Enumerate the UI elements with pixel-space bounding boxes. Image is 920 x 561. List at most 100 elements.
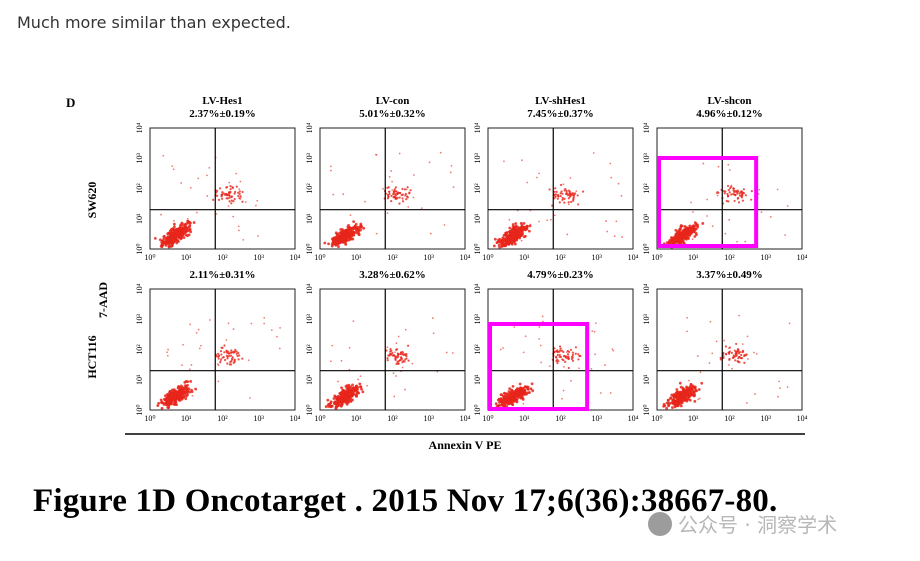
data-point <box>172 234 176 237</box>
data-point <box>406 186 409 189</box>
data-point <box>332 400 335 403</box>
data-point <box>270 329 273 332</box>
data-point <box>726 192 729 196</box>
data-point <box>223 344 226 347</box>
data-point <box>340 227 344 231</box>
data-point <box>153 236 157 240</box>
data-point <box>724 352 728 356</box>
quadrant-percentage: 4.79%±0.23% <box>527 269 594 281</box>
data-point <box>354 226 358 230</box>
data-point <box>689 226 691 229</box>
data-point <box>329 404 333 408</box>
data-point <box>724 345 728 348</box>
data-point <box>752 351 755 354</box>
data-point <box>391 180 394 183</box>
data-point <box>232 361 235 365</box>
data-point <box>673 405 677 409</box>
data-point <box>190 364 193 366</box>
data-point <box>160 406 164 410</box>
data-point <box>677 394 681 398</box>
data-point <box>347 387 351 391</box>
data-point <box>509 231 512 235</box>
data-point <box>507 398 511 402</box>
data-point <box>401 187 404 191</box>
data-point <box>728 191 731 194</box>
data-point <box>194 387 198 391</box>
data-point <box>684 232 687 235</box>
data-point <box>737 201 741 204</box>
data-point <box>566 353 570 356</box>
data-point <box>401 193 405 196</box>
data-point <box>505 231 509 234</box>
data-point <box>677 232 681 236</box>
data-point <box>571 353 575 357</box>
data-point <box>176 234 180 238</box>
x-tick-label: 10⁴ <box>290 414 301 423</box>
y-tick-label: 10⁰ <box>135 404 144 415</box>
data-point <box>389 348 392 351</box>
data-point <box>560 190 563 193</box>
data-point <box>420 207 423 209</box>
data-point <box>159 398 163 402</box>
data-point <box>452 186 455 189</box>
data-point <box>156 404 160 407</box>
data-point <box>724 232 727 235</box>
data-point <box>229 363 233 366</box>
data-point <box>184 380 188 383</box>
data-point <box>241 357 244 360</box>
data-point <box>498 240 502 244</box>
data-point <box>734 359 737 362</box>
data-point <box>176 386 180 390</box>
data-point <box>746 335 749 338</box>
data-point <box>396 362 400 365</box>
y-tick-label: 10³ <box>135 152 144 163</box>
y-tick-label: 10⁴ <box>642 122 651 133</box>
data-point <box>609 392 612 394</box>
data-point <box>221 191 224 194</box>
data-point <box>177 398 181 402</box>
data-point <box>279 326 281 329</box>
data-point <box>219 359 222 362</box>
data-point <box>235 350 238 353</box>
data-point <box>233 358 236 361</box>
data-point <box>411 362 414 365</box>
data-point <box>527 229 531 233</box>
data-point <box>617 182 620 185</box>
data-point <box>565 189 568 192</box>
data-point <box>237 351 240 355</box>
data-point <box>386 346 389 349</box>
data-point <box>523 234 527 238</box>
data-point <box>594 353 597 356</box>
data-point <box>731 356 734 359</box>
row-label-hct116: HCT116 <box>85 335 99 378</box>
data-point <box>689 383 692 386</box>
data-point <box>669 396 673 400</box>
data-point <box>230 358 234 361</box>
data-point <box>174 228 178 231</box>
data-point <box>329 401 333 405</box>
data-point <box>361 390 365 394</box>
data-point <box>179 235 183 239</box>
data-point <box>338 397 341 401</box>
data-point <box>278 347 281 350</box>
data-point <box>331 344 334 347</box>
data-point <box>167 245 171 249</box>
data-point <box>578 367 580 370</box>
data-point <box>385 349 388 352</box>
data-point <box>403 188 407 191</box>
highlight-box <box>488 322 590 411</box>
data-point <box>571 359 575 362</box>
watermark-text: 公众号 · 洞察学术 <box>678 513 838 537</box>
data-point <box>744 194 747 197</box>
data-point <box>788 322 791 325</box>
post-comment: Much more similar than expected. <box>17 13 291 32</box>
data-point <box>693 399 697 403</box>
data-point <box>525 225 527 228</box>
data-point <box>162 240 166 243</box>
data-point <box>387 354 390 357</box>
data-point <box>197 177 200 180</box>
data-point <box>511 223 515 226</box>
data-point <box>233 192 236 195</box>
data-point <box>400 353 404 356</box>
data-point <box>237 191 240 194</box>
